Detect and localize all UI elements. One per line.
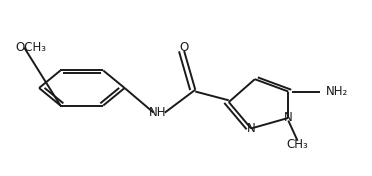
Text: NH: NH bbox=[149, 106, 167, 119]
Text: NH₂: NH₂ bbox=[326, 85, 348, 98]
Text: O: O bbox=[180, 41, 189, 54]
Text: CH₃: CH₃ bbox=[287, 138, 308, 151]
Text: OCH₃: OCH₃ bbox=[15, 41, 46, 54]
Text: N: N bbox=[284, 111, 293, 124]
Text: N: N bbox=[247, 122, 256, 135]
